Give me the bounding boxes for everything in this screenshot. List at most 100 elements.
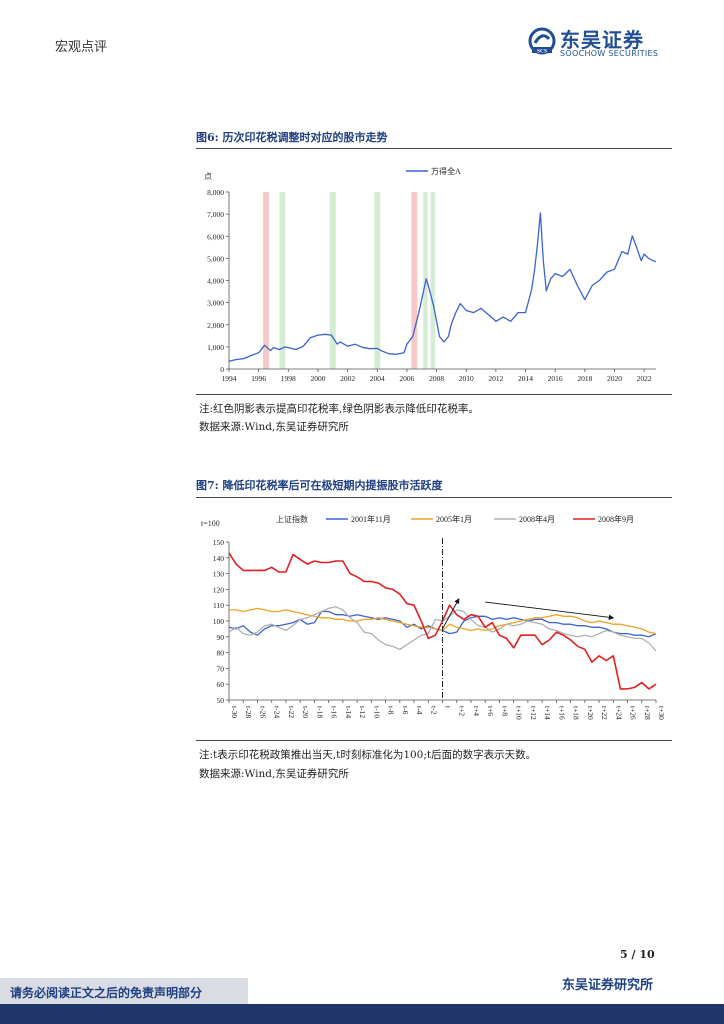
legend-label-0: 2001年11月: [351, 514, 391, 524]
y-tick-label: 100: [213, 617, 225, 626]
green-shade-1: [329, 192, 336, 369]
y-tick-label: 8,000: [207, 188, 224, 197]
x-tick-label: t: [444, 706, 453, 709]
y-tick-label: 80: [217, 649, 225, 658]
x-tick-label: 2014: [518, 374, 533, 383]
x-tick-label: t+18: [572, 706, 581, 720]
x-tick-label: 1998: [281, 374, 296, 383]
fig6-top-rule: [196, 148, 672, 149]
fig7-top-rule: [196, 497, 672, 498]
green-shade-4: [430, 192, 436, 369]
x-tick-label: t+16: [557, 706, 566, 720]
legend-label: 万得全A: [431, 166, 461, 176]
x-tick-label: t-12: [358, 706, 367, 718]
x-tick-label: t+30: [657, 706, 666, 720]
fig6-bottom-rule: [196, 394, 672, 395]
y-tick-label: 60: [217, 680, 225, 689]
x-tick-label: 2018: [577, 374, 592, 383]
red-shade-0: [263, 192, 270, 369]
x-tick-label: t+12: [529, 706, 538, 720]
x-tick-label: 1996: [251, 374, 266, 383]
fig6-source: 数据来源:Wind,东吴证券研究所: [199, 421, 349, 433]
x-tick-label: t+2: [458, 706, 467, 716]
x-tick-label: 1994: [222, 374, 237, 383]
footer-disclaimer-bar: [0, 978, 248, 1004]
trend-arrow-up: [442, 598, 460, 630]
header-section-label: 宏观点评: [55, 40, 108, 55]
y-tick-label: 50: [217, 696, 225, 705]
x-tick-label: 2002: [340, 374, 355, 383]
fig7-note: 注:t表示印花税政策推出当天,t时刻标准化为100;t后面的数字表示天数。: [199, 749, 537, 761]
logo-mark-text: SCS: [537, 48, 547, 54]
fig7-source: 数据来源:Wind,东吴证券研究所: [199, 768, 349, 780]
x-tick-label: 2016: [548, 374, 563, 383]
x-tick-label: t-16: [330, 706, 339, 718]
x-tick-label: t-10: [372, 706, 381, 718]
x-tick-label: 2020: [607, 374, 622, 383]
y-tick-label: 140: [213, 554, 225, 563]
x-tick-label: t+26: [629, 706, 638, 720]
legend-label-1: 2005年1月: [436, 514, 472, 524]
x-tick-label: t-20: [301, 706, 310, 718]
y-tick-label: 3,000: [207, 299, 224, 308]
x-tick-label: 2012: [488, 374, 503, 383]
x-tick-label: t+20: [586, 706, 595, 720]
x-tick-label: t+24: [614, 706, 623, 720]
footer-band: [0, 1004, 724, 1024]
x-tick-label: t-28: [244, 706, 253, 718]
y-tick-label: 0: [220, 365, 224, 374]
x-tick-label: t-30: [230, 706, 239, 718]
x-tick-label: t+14: [543, 706, 552, 720]
x-tick-label: t+8: [500, 706, 509, 716]
x-tick-label: 2010: [459, 374, 474, 383]
y-tick-label: 6,000: [207, 232, 224, 241]
x-tick-label: t-4: [415, 706, 424, 715]
y-tick-label: 120: [213, 585, 225, 594]
x-tick-label: 2022: [637, 374, 652, 383]
x-tick-label: 2008: [429, 374, 444, 383]
fig7-bottom-rule: [196, 740, 672, 741]
y-tick-label: 70: [217, 664, 225, 673]
x-tick-label: t-22: [287, 706, 296, 718]
series-line-wind-a: [228, 212, 657, 362]
x-tick-label: t+4: [472, 706, 481, 716]
fig6-chart: 点 0 1,000 2,000 3,000 4,000 5,000 6,000 7,000 8,0…: [204, 166, 657, 383]
soochow-logo-icon: SCS: [528, 27, 556, 55]
x-tick-label: t-24: [273, 706, 282, 718]
green-shade-0: [279, 192, 286, 369]
footer-org: 东吴证券研究所: [562, 978, 654, 993]
y-tick-label: 7,000: [207, 210, 224, 219]
x-tick-label: t+22: [600, 706, 609, 720]
y-tick-label: 2,000: [207, 321, 224, 330]
fig7-chart: t=100 50 60 70 80 90 100 110 120 130 140 150 t-30 t-2…: [201, 514, 666, 720]
x-tick-label: t-2: [429, 706, 438, 715]
y-tick-label: 90: [217, 633, 225, 642]
trend-arrow-down: [485, 601, 615, 620]
brand-name-en: SOOCHOW SECURITIES: [560, 49, 659, 58]
x-tick-label: 2006: [399, 374, 414, 383]
brand-name-cn: 东吴证券: [560, 28, 644, 52]
y-tick-label: 1,000: [207, 343, 224, 352]
fig6-title: 图6: 历次印花税调整时对应的股市走势: [196, 131, 388, 144]
y-tick-label: 4,000: [207, 277, 224, 286]
legend-title: 上证指数: [276, 514, 308, 524]
x-tick-label: t-6: [401, 706, 410, 715]
y-tick-label: 5,000: [207, 254, 224, 263]
x-tick-label: t-8: [387, 706, 396, 715]
fig6-note: 注:红色阴影表示提高印花税率,绿色阴影表示降低印花税率。: [199, 403, 479, 415]
page-number: 5 / 10: [620, 948, 655, 961]
legend-label-2: 2008年4月: [519, 514, 555, 524]
x-tick-label: t-26: [258, 706, 267, 718]
x-tick-label: 2000: [310, 374, 325, 383]
x-tick-label: t+28: [643, 706, 652, 720]
x-tick-label: t+6: [486, 706, 495, 716]
fig7-title: 图7: 降低印花税率后可在极短期内提振股市活跃度: [196, 479, 443, 492]
y-tick-label: 150: [213, 538, 225, 547]
x-tick-label: 2004: [370, 374, 385, 383]
green-shade-2: [374, 192, 381, 369]
y-tick-label: 130: [213, 570, 225, 579]
x-tick-label: t-14: [344, 706, 353, 718]
footer-disclaimer: 请务必阅读正文之后的免责声明部分: [10, 986, 203, 1000]
y-axis-unit: t=100: [201, 519, 220, 528]
y-axis-unit: 点: [204, 172, 212, 181]
